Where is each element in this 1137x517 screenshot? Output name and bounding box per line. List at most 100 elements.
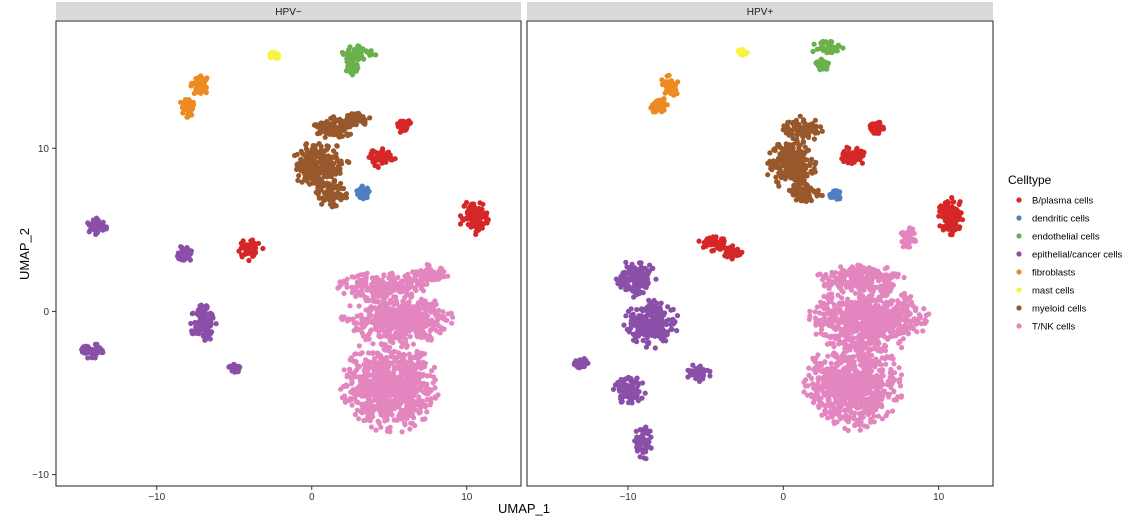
scatter-point <box>339 395 345 401</box>
cluster-b-plasma-cells <box>395 118 414 135</box>
scatter-point <box>387 311 393 317</box>
scatter-point <box>891 388 897 394</box>
scatter-point <box>388 157 394 163</box>
scatter-point <box>431 364 438 370</box>
scatter-point <box>410 420 416 427</box>
scatter-point <box>432 385 438 391</box>
scatter-point <box>843 412 849 418</box>
scatter-point <box>294 151 300 158</box>
scatter-point <box>790 135 796 141</box>
scatter-point <box>823 383 829 389</box>
scatter-point <box>806 372 812 378</box>
scatter-point <box>842 314 848 320</box>
scatter-point <box>860 374 867 380</box>
scatter-point <box>914 329 920 335</box>
scatter-point <box>366 310 372 316</box>
scatter-point <box>851 392 857 398</box>
scatter-point <box>450 314 456 320</box>
scatter-point <box>399 364 406 370</box>
points-layer-hpv-positive <box>571 38 966 462</box>
scatter-point <box>861 357 867 363</box>
scatter-point <box>359 330 365 336</box>
scatter-point <box>890 323 896 329</box>
scatter-point <box>839 295 845 301</box>
scatter-point <box>406 320 412 326</box>
scatter-point <box>381 323 387 329</box>
scatter-point <box>900 316 906 322</box>
scatter-point <box>180 246 186 252</box>
scatter-point <box>418 334 425 341</box>
scatter-point <box>860 339 866 346</box>
scatter-point <box>882 320 888 326</box>
scatter-point <box>436 268 443 274</box>
scatter-point <box>418 315 424 321</box>
scatter-point <box>847 356 854 362</box>
scatter-point <box>410 269 416 275</box>
scatter-point <box>362 369 368 375</box>
scatter-point <box>328 174 334 180</box>
scatter-point <box>433 395 439 401</box>
scatter-point <box>365 332 371 338</box>
scatter-point <box>374 288 380 294</box>
scatter-point <box>320 182 326 188</box>
scatter-point <box>365 399 371 405</box>
scatter-point <box>415 300 421 306</box>
scatter-point <box>850 397 856 404</box>
scatter-point <box>883 325 889 331</box>
scatter-point <box>416 371 422 377</box>
scatter-point <box>895 298 901 304</box>
scatter-point <box>878 271 884 277</box>
scatter-point <box>361 56 367 62</box>
scatter-point <box>408 388 414 394</box>
scatter-point <box>884 313 890 319</box>
cluster-myeloid-cells <box>780 113 825 145</box>
scatter-point <box>328 115 334 121</box>
scatter-point <box>354 283 360 289</box>
scatter-point <box>347 366 353 372</box>
scatter-point <box>321 128 327 134</box>
scatter-point <box>877 383 883 390</box>
scatter-point <box>335 127 341 133</box>
scatter-point <box>344 383 350 389</box>
scatter-point <box>801 389 807 395</box>
scatter-point <box>343 119 349 125</box>
scatter-point <box>869 270 875 276</box>
scatter-point <box>398 311 404 317</box>
scatter-point <box>849 287 855 293</box>
scatter-point <box>817 124 824 130</box>
scatter-point <box>202 312 208 318</box>
cluster-fibroblasts <box>188 73 210 96</box>
scatter-point <box>875 333 882 339</box>
scatter-point <box>815 352 821 358</box>
scatter-point <box>201 79 208 85</box>
scatter-point <box>381 273 387 279</box>
scatter-point <box>362 121 368 127</box>
scatter-point <box>334 155 340 161</box>
scatter-point <box>856 394 862 400</box>
scatter-point <box>333 203 339 209</box>
scatter-point <box>483 219 489 225</box>
scatter-point <box>427 327 433 334</box>
scatter-point <box>471 223 477 229</box>
scatter-point <box>248 249 254 255</box>
scatter-point <box>425 276 431 282</box>
scatter-point <box>406 351 412 357</box>
scatter-point <box>201 331 207 338</box>
scatter-point <box>401 322 407 328</box>
scatter-point <box>370 159 376 165</box>
scatter-point <box>337 170 343 176</box>
scatter-point <box>814 304 820 310</box>
scatter-point <box>246 243 252 250</box>
scatter-point <box>335 163 341 169</box>
scatter-point <box>356 416 362 422</box>
scatter-point <box>239 252 245 258</box>
scatter-point <box>240 238 246 244</box>
scatter-point <box>394 321 400 327</box>
scatter-point <box>867 327 873 333</box>
scatter-point <box>800 191 806 197</box>
scatter-point <box>884 354 890 360</box>
scatter-point <box>347 44 353 50</box>
scatter-point <box>836 341 842 347</box>
scatter-point <box>326 183 332 189</box>
scatter-point <box>840 339 847 346</box>
